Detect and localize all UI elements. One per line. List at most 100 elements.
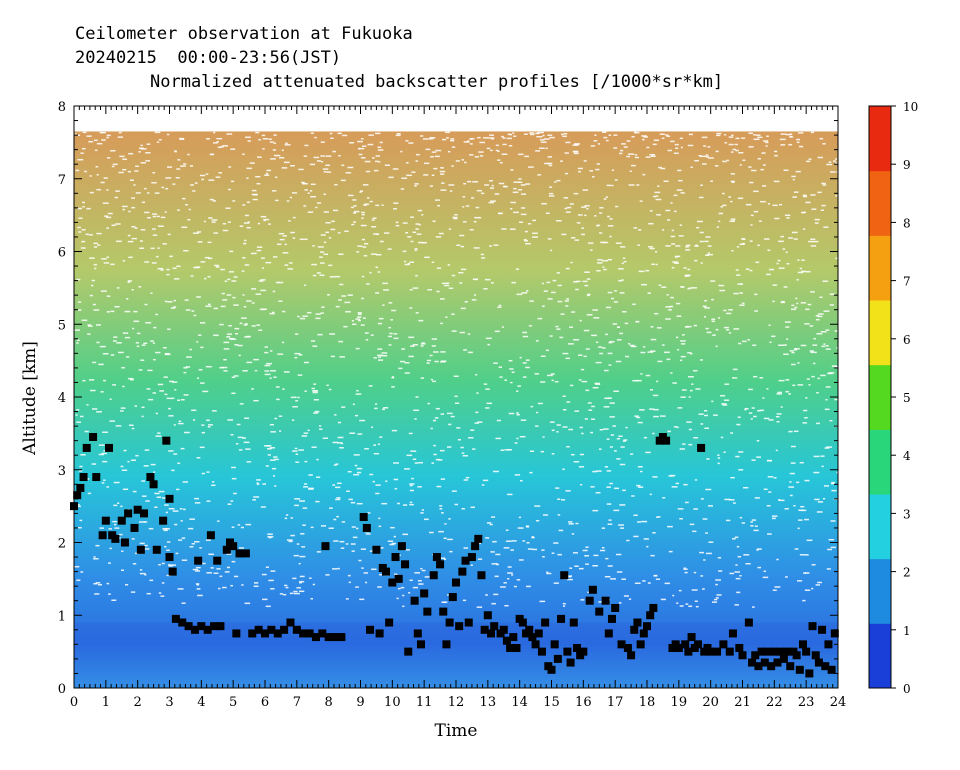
cloud-base-point [429, 571, 438, 580]
cloud-base-point [165, 494, 174, 503]
y-tick-label: 8 [58, 100, 66, 115]
cloud-base-point [805, 669, 814, 678]
cloud-base-point [480, 625, 489, 634]
cloud-base-point [286, 618, 295, 627]
cloud-base-point [464, 618, 473, 627]
colorbar-tick-label: 9 [903, 158, 911, 172]
x-tick-label: 5 [229, 695, 237, 710]
cloud-base-point [681, 640, 690, 649]
cloud-base-point [232, 629, 241, 638]
cloud-base-point [375, 629, 384, 638]
cloud-base-point [818, 625, 827, 634]
cloud-base-point [261, 629, 269, 638]
cloud-base-point [124, 509, 133, 518]
cloud-base-point [452, 578, 460, 587]
cloud-base-point [92, 473, 101, 482]
x-tick-label: 24 [830, 695, 847, 710]
cloud-base-point [273, 629, 282, 638]
cloud-base-point [82, 443, 91, 452]
chart-subtitle: Normalized attenuated backscatter profil… [150, 72, 724, 92]
cloud-base-point [194, 556, 203, 565]
cloud-base-point [362, 523, 371, 532]
cloud-base-point [649, 603, 658, 612]
x-tick-label: 2 [134, 695, 142, 710]
cloud-base-point [509, 633, 518, 642]
cloud-base-point [738, 651, 747, 660]
cloud-base-point [506, 643, 515, 652]
cloud-base-point [824, 640, 833, 649]
cloud-base-markers [70, 433, 839, 678]
colorbar-tick-label: 2 [903, 566, 911, 580]
cloud-base-point [318, 629, 327, 638]
cloud-base-point [830, 629, 839, 638]
x-tick-label: 7 [293, 695, 301, 710]
cloud-base-point [117, 516, 126, 525]
cloud-base-point [178, 618, 187, 627]
cloud-base-point [617, 640, 626, 649]
cloud-base-point [633, 618, 642, 627]
cloud-base-point [557, 614, 566, 623]
cloud-base-point [719, 640, 728, 649]
cloud-base-point [133, 505, 142, 514]
cloud-base-point [388, 578, 397, 587]
cloud-base-point [229, 542, 238, 551]
cloud-base-point [292, 625, 301, 634]
colorbar-tick-label: 4 [903, 449, 911, 463]
cloud-base-point [754, 662, 763, 671]
cloud-base-point [563, 647, 572, 656]
y-tick-label: 5 [58, 318, 66, 333]
cloud-base-point [744, 618, 753, 627]
cloud-base-point [366, 625, 375, 634]
cloud-base-point [280, 625, 289, 634]
cloud-base-point [639, 629, 648, 638]
cloud-base-point [436, 560, 445, 569]
cloud-base-point [627, 651, 636, 660]
heatmap-speckle [74, 131, 838, 688]
x-tick-label: 6 [261, 695, 269, 710]
cloud-base-point [827, 665, 836, 674]
cloud-base-point [235, 549, 244, 558]
cloud-base-point [607, 614, 616, 623]
cloud-base-point [391, 553, 400, 562]
cloud-base-point [455, 622, 464, 631]
cloud-base-point [569, 618, 578, 627]
cloud-base-point [432, 553, 441, 562]
cloud-base-point [120, 538, 129, 547]
cloud-base-point [802, 647, 811, 656]
cloud-base-point [499, 625, 508, 634]
x-tick-label: 23 [798, 695, 815, 710]
cloud-base-point [337, 633, 346, 642]
x-tick-label: 18 [639, 695, 656, 710]
cloud-base-point [811, 651, 820, 660]
x-tick-label: 19 [671, 695, 688, 710]
x-tick-label: 14 [511, 695, 528, 710]
cloud-base-point [73, 491, 82, 500]
x-tick-label: 11 [416, 695, 433, 710]
cloud-base-point [162, 436, 171, 445]
colorbar-tick-label: 7 [903, 275, 911, 289]
cloud-base-point [216, 622, 225, 631]
cloud-base-point [786, 662, 795, 671]
cloud-base-point [149, 480, 158, 489]
cloud-base-point [248, 629, 257, 638]
cloud-base-point [490, 622, 499, 631]
cloud-base-point [757, 647, 766, 656]
cloud-base-point [760, 658, 769, 667]
cloud-base-point [611, 603, 620, 612]
cloud-base-point [213, 556, 222, 565]
cloud-base-point [783, 647, 792, 656]
cloud-base-point [595, 607, 604, 616]
cloud-base-point [423, 607, 432, 616]
cloud-base-point [604, 629, 613, 638]
cloud-base-point [725, 647, 734, 656]
colorbar-segment [869, 300, 891, 366]
colorbar-tick-label: 6 [903, 333, 911, 347]
cloud-base-point [372, 545, 381, 554]
cloud-base-point [751, 651, 760, 660]
cloud-base-point [487, 629, 496, 638]
cloud-base-point [140, 509, 149, 518]
cloud-base-point [767, 662, 776, 671]
cloud-base-point [531, 640, 540, 649]
cloud-base-point [808, 622, 817, 631]
